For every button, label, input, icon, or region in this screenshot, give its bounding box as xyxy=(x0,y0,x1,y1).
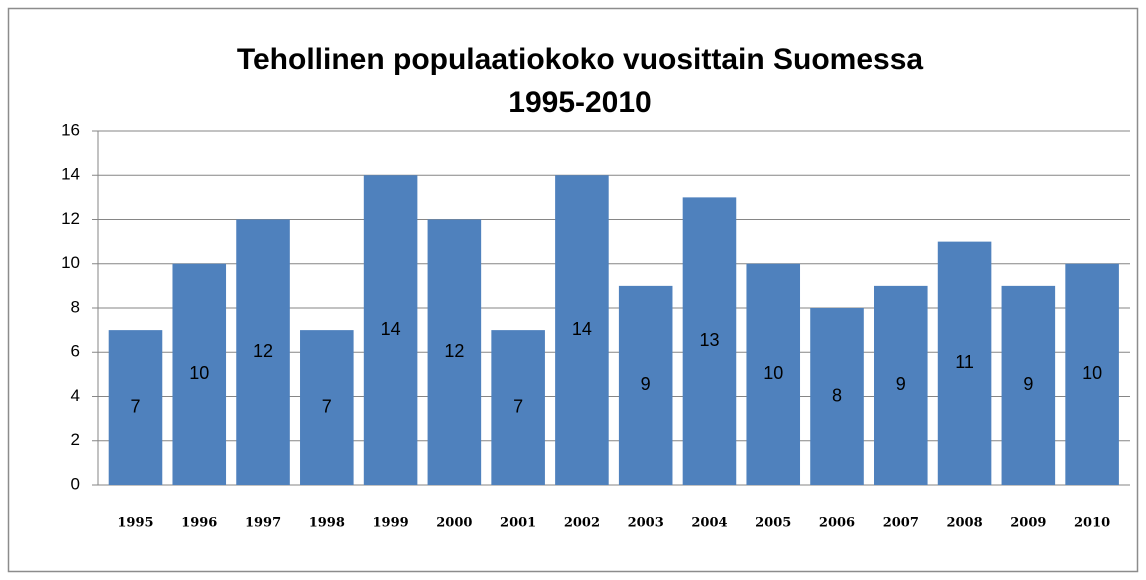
data-label: 12 xyxy=(253,341,273,361)
bar xyxy=(746,263,801,485)
data-label: 9 xyxy=(641,374,651,394)
x-tick-label: 1996 xyxy=(181,516,217,531)
data-label: 8 xyxy=(832,385,842,405)
chart-title: Tehollinen populaatiokoko vuosittain Suo… xyxy=(236,43,924,119)
x-tick-label: 2002 xyxy=(564,516,600,531)
bar xyxy=(363,175,418,485)
x-tick-label: 2005 xyxy=(755,516,791,531)
data-label: 14 xyxy=(381,319,401,339)
data-label: 7 xyxy=(322,396,332,416)
bar xyxy=(427,219,482,485)
bar xyxy=(937,241,992,485)
bar xyxy=(682,197,737,485)
bar xyxy=(236,219,290,485)
y-tick-label: 8 xyxy=(71,297,80,316)
x-tick-label: 2000 xyxy=(436,516,472,531)
bar xyxy=(300,330,354,485)
x-tick-label: 2003 xyxy=(628,516,664,531)
x-tick-label: 2004 xyxy=(691,516,727,531)
data-label: 10 xyxy=(189,363,209,383)
data-label: 7 xyxy=(130,396,140,416)
data-label: 9 xyxy=(896,374,906,394)
data-label: 13 xyxy=(699,330,719,350)
data-label: 11 xyxy=(955,352,974,372)
x-tick-label: 2001 xyxy=(500,516,536,531)
bar xyxy=(555,175,609,485)
data-label: 10 xyxy=(763,363,783,383)
bar xyxy=(491,330,545,485)
x-tick-label: 2006 xyxy=(819,516,855,531)
bar xyxy=(172,263,227,485)
x-tick-label: 1998 xyxy=(309,516,345,531)
bar xyxy=(108,330,163,485)
y-tick-label: 4 xyxy=(71,386,80,405)
bar xyxy=(1001,285,1056,485)
x-tick-label: 2008 xyxy=(946,516,982,531)
bar xyxy=(810,308,864,485)
x-tick-label: 1999 xyxy=(372,516,408,531)
y-tick-label: 6 xyxy=(71,342,80,361)
bar xyxy=(1065,263,1119,485)
data-label: 10 xyxy=(1082,363,1102,383)
bar xyxy=(874,285,928,485)
x-tick-label: 1997 xyxy=(245,516,281,531)
y-tick-label: 16 xyxy=(61,120,80,139)
y-tick-label: 12 xyxy=(61,209,80,228)
data-label: 7 xyxy=(513,396,523,416)
data-label: 9 xyxy=(1023,374,1033,394)
y-tick-label: 0 xyxy=(71,474,80,493)
x-tick-label: 2007 xyxy=(883,516,919,531)
y-tick-label: 10 xyxy=(61,253,80,272)
data-label: 12 xyxy=(444,341,464,361)
y-tick-label: 2 xyxy=(71,430,80,449)
x-tick-label: 2009 xyxy=(1010,516,1046,531)
x-tick-label: 2010 xyxy=(1074,516,1110,531)
x-tick-label: 1995 xyxy=(117,516,153,531)
y-tick-label: 14 xyxy=(61,165,80,184)
chart-border xyxy=(7,7,1139,573)
bar xyxy=(618,285,673,485)
data-label: 14 xyxy=(572,319,592,339)
